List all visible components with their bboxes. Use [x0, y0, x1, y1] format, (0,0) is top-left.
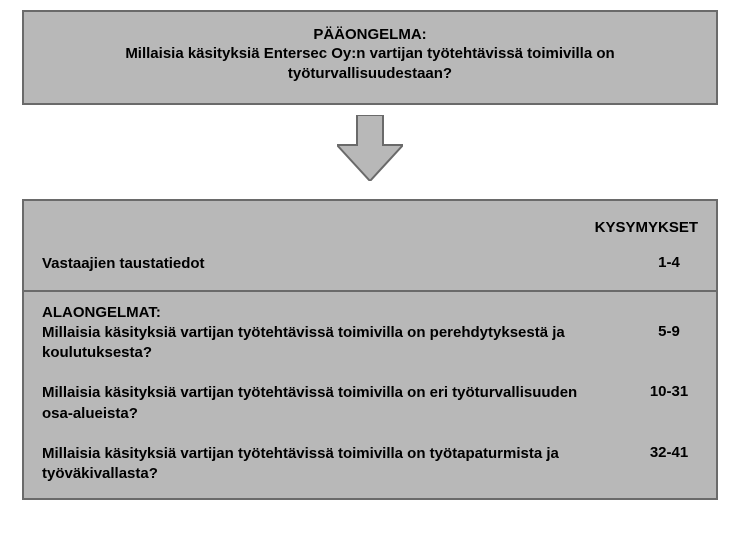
questions-section-1: KYSYMYKSET Vastaajien taustatiedot 1-4 [24, 201, 716, 290]
down-arrow-icon [337, 115, 403, 181]
row-label: Millaisia käsityksiä vartijan työtehtävi… [42, 444, 602, 485]
questions-box: KYSYMYKSET Vastaajien taustatiedot 1-4 A… [22, 199, 718, 501]
row-range: 10-31 [628, 383, 698, 400]
column-header: KYSYMYKSET [42, 219, 698, 236]
table-row: Millaisia käsityksiä vartijan työtehtävi… [42, 323, 698, 364]
table-row: Vastaajien taustatiedot 1-4 [42, 254, 698, 274]
row-range: 32-41 [628, 444, 698, 461]
arrow-container [22, 115, 718, 181]
main-problem-box: PÄÄONGELMA: Millaisia käsityksiä Enterse… [22, 10, 718, 105]
down-arrow-shape [337, 115, 403, 181]
main-problem-text: Millaisia käsityksiä Entersec Oy:n varti… [64, 44, 676, 85]
row-label: Vastaajien taustatiedot [42, 254, 205, 274]
row-range: 1-4 [628, 254, 698, 271]
row-range: 5-9 [628, 323, 698, 340]
table-row: Millaisia käsityksiä vartijan työtehtävi… [42, 444, 698, 485]
main-problem-title: PÄÄONGELMA: [64, 26, 676, 44]
questions-section-2: ALAONGELMAT: Millaisia käsityksiä vartij… [24, 290, 716, 499]
row-label: Millaisia käsityksiä vartijan työtehtävi… [42, 383, 602, 424]
table-row: Millaisia käsityksiä vartijan työtehtävi… [42, 383, 698, 424]
row-label: Millaisia käsityksiä vartijan työtehtävi… [42, 323, 602, 364]
subproblems-heading: ALAONGELMAT: [42, 304, 698, 321]
